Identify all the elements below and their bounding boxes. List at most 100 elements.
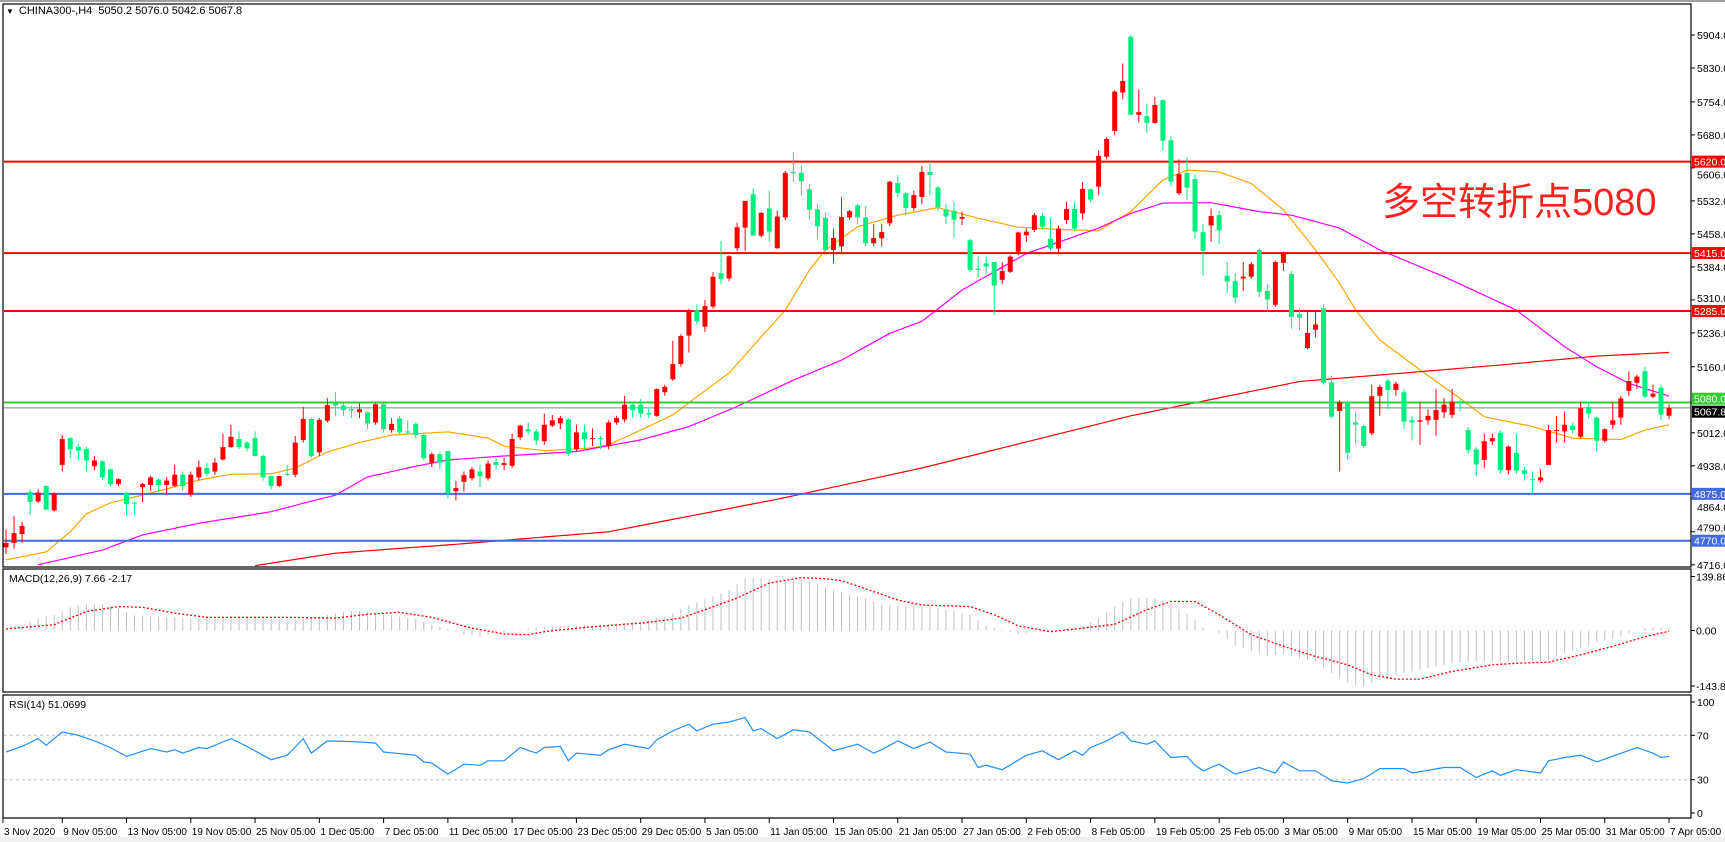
candle[interactable] <box>1578 402 1584 439</box>
candle[interactable] <box>276 476 282 488</box>
candle[interactable] <box>115 478 121 487</box>
candle[interactable] <box>308 418 314 459</box>
candle[interactable] <box>694 304 700 325</box>
candle[interactable] <box>180 471 186 491</box>
candle[interactable] <box>1489 433 1495 445</box>
candle[interactable] <box>1529 471 1535 494</box>
candle[interactable] <box>774 210 780 250</box>
candle[interactable] <box>871 224 877 247</box>
candle[interactable] <box>1248 261 1254 279</box>
candle[interactable] <box>1080 181 1086 220</box>
candle[interactable] <box>975 256 981 278</box>
candle[interactable] <box>1208 208 1214 242</box>
candle[interactable] <box>324 398 330 423</box>
candle[interactable] <box>43 485 49 511</box>
candle[interactable] <box>517 424 523 441</box>
candle[interactable] <box>91 455 97 471</box>
candle[interactable] <box>935 186 941 211</box>
candle[interactable] <box>1305 311 1311 349</box>
candle[interactable] <box>758 212 764 238</box>
candle[interactable] <box>252 431 258 456</box>
candle[interactable] <box>220 433 226 461</box>
candle[interactable] <box>1256 248 1262 298</box>
candle[interactable] <box>847 209 853 220</box>
candle[interactable] <box>75 443 81 461</box>
candle[interactable] <box>1176 159 1182 196</box>
candle[interactable] <box>1160 99 1166 151</box>
candle[interactable] <box>67 436 73 459</box>
candle[interactable] <box>1015 231 1021 256</box>
candle[interactable] <box>943 204 949 225</box>
candle[interactable] <box>11 516 17 549</box>
candle[interactable] <box>268 476 274 490</box>
candle[interactable] <box>1047 217 1053 251</box>
candle[interactable] <box>1112 90 1118 135</box>
candle[interactable] <box>1441 398 1447 419</box>
candle[interactable] <box>148 476 154 491</box>
candle[interactable] <box>967 238 973 273</box>
candle[interactable] <box>1554 415 1560 443</box>
candle[interactable] <box>1457 400 1463 412</box>
candle[interactable] <box>1144 103 1150 133</box>
candle[interactable] <box>983 256 989 275</box>
candle[interactable] <box>1272 260 1278 307</box>
candle[interactable] <box>1096 150 1102 196</box>
candle[interactable] <box>581 424 587 450</box>
candle[interactable] <box>839 197 845 255</box>
candle[interactable] <box>734 222 740 251</box>
candle[interactable] <box>1031 212 1037 233</box>
candle[interactable] <box>365 411 371 430</box>
candle[interactable] <box>1513 433 1519 474</box>
candle[interactable] <box>887 180 893 227</box>
candle[interactable] <box>107 468 113 486</box>
candle[interactable] <box>726 255 732 282</box>
candle[interactable] <box>340 403 346 416</box>
candle[interactable] <box>421 433 427 461</box>
candle[interactable] <box>1337 400 1343 472</box>
candle[interactable] <box>1353 411 1359 445</box>
candle[interactable] <box>782 170 788 221</box>
candle[interactable] <box>188 471 194 497</box>
candle[interactable] <box>678 334 684 367</box>
candle[interactable] <box>1562 411 1568 443</box>
candle[interactable] <box>1385 378 1391 410</box>
candle[interactable] <box>1642 366 1648 398</box>
candle[interactable] <box>1120 63 1126 100</box>
candle[interactable] <box>1521 467 1527 481</box>
candle[interactable] <box>397 415 403 435</box>
candle[interactable] <box>1393 381 1399 396</box>
price-panel[interactable] <box>3 34 1692 567</box>
candle[interactable] <box>373 403 379 425</box>
candle[interactable] <box>1505 445 1511 475</box>
candle[interactable] <box>573 424 579 452</box>
candle[interactable] <box>1546 424 1552 465</box>
candle[interactable] <box>228 424 234 448</box>
candle[interactable] <box>1602 428 1608 443</box>
candle[interactable] <box>1433 389 1439 436</box>
candle[interactable] <box>903 191 909 216</box>
candle[interactable] <box>1232 273 1238 304</box>
candle[interactable] <box>549 414 555 427</box>
candle[interactable] <box>260 454 266 481</box>
candle[interactable] <box>895 175 901 198</box>
candle[interactable] <box>710 272 716 309</box>
candle[interactable] <box>1128 34 1134 115</box>
candle[interactable] <box>630 401 636 419</box>
dropdown-triangle-icon[interactable]: ▼ <box>6 7 14 16</box>
candle[interactable] <box>1594 416 1600 452</box>
candle[interactable] <box>381 403 387 433</box>
candle[interactable] <box>1152 96 1158 124</box>
candle[interactable] <box>822 212 828 251</box>
candle[interactable] <box>3 529 9 555</box>
candle[interactable] <box>1425 409 1431 425</box>
candle[interactable] <box>1321 304 1327 385</box>
candle[interactable] <box>429 452 435 468</box>
candle[interactable] <box>654 388 660 417</box>
candle[interactable] <box>1650 384 1656 398</box>
candle[interactable] <box>35 489 41 503</box>
candle[interactable] <box>959 211 965 225</box>
candle[interactable] <box>1313 311 1319 338</box>
candle[interactable] <box>1329 375 1335 419</box>
candle[interactable] <box>300 406 306 443</box>
candle[interactable] <box>1369 384 1375 436</box>
